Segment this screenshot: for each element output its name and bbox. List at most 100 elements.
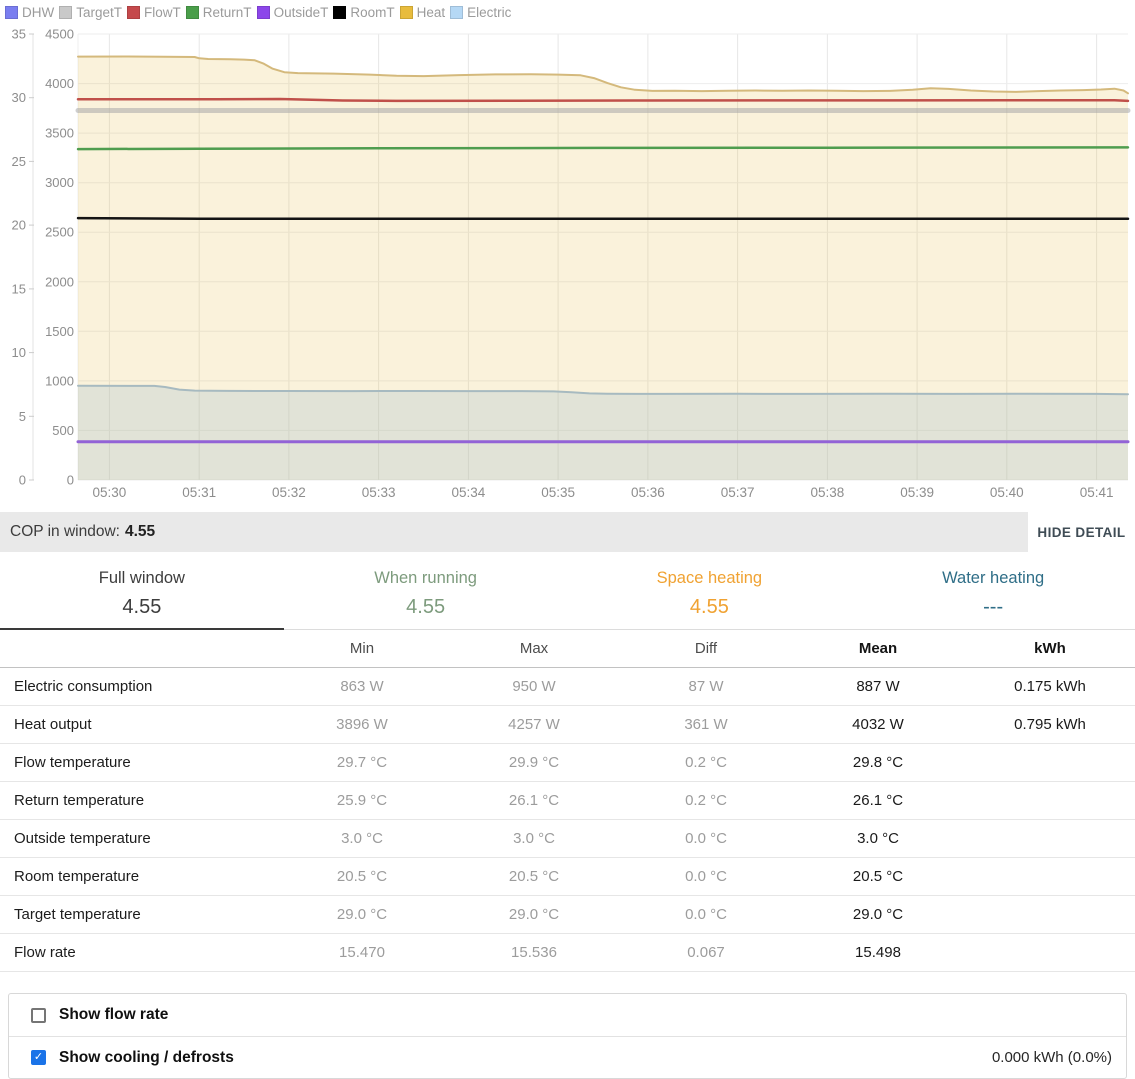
- cop-label: COP in window:: [10, 523, 120, 540]
- table-body: Electric consumption 863 W 950 W 87 W 88…: [0, 668, 1135, 972]
- table-row: Flow rate 15.470 15.536 0.067 15.498: [0, 934, 1135, 972]
- legend-item-label: DHW: [22, 5, 55, 20]
- legend-item[interactable]: TargetT: [59, 5, 122, 20]
- legend-swatch-icon: [185, 6, 199, 19]
- row-diff: 0.0 °C: [685, 868, 727, 885]
- svg-text:500: 500: [52, 423, 74, 438]
- option-label: Show cooling / defrosts: [59, 1048, 234, 1066]
- legend-swatch-icon: [5, 6, 18, 19]
- display-options: Show flow rate ✓ Show cooling / defrosts…: [8, 993, 1127, 1079]
- legend-item-label: RoomT: [350, 5, 395, 20]
- legend-item[interactable]: RoomT: [333, 5, 395, 20]
- table-row: Heat output 3896 W 4257 W 361 W 4032 W 0…: [0, 706, 1135, 744]
- row-label: Flow rate: [14, 944, 76, 961]
- option-label: Show flow rate: [59, 1006, 169, 1023]
- row-label: Return temperature: [14, 792, 145, 809]
- svg-text:2500: 2500: [45, 225, 74, 240]
- svg-text:1000: 1000: [45, 373, 74, 388]
- row-kwh: 0.175 kWh: [1014, 678, 1086, 695]
- svg-text:20: 20: [12, 218, 26, 233]
- stat-tab-label: Full window: [98, 569, 185, 587]
- svg-text:0: 0: [67, 473, 74, 488]
- stat-tab-label: When running: [374, 569, 477, 587]
- row-max: 15.536: [511, 944, 557, 961]
- row-kwh: 0.795 kWh: [1014, 716, 1086, 733]
- stat-tab[interactable]: When running 4.55: [284, 558, 568, 630]
- row-min: 3896 W: [336, 716, 388, 733]
- table-row: Electric consumption 863 W 950 W 87 W 88…: [0, 668, 1135, 706]
- cop-bar: COP in window: 4.55 HIDE DETAIL: [0, 512, 1135, 552]
- row-label: Heat output: [14, 716, 92, 733]
- row-max: 3.0 °C: [513, 830, 555, 847]
- stat-tab[interactable]: Full window 4.55: [0, 558, 284, 630]
- legend-swatch-icon: [256, 6, 270, 19]
- legend-item[interactable]: FlowT: [127, 5, 181, 20]
- row-mean: 4032 W: [852, 716, 904, 733]
- svg-text:05:34: 05:34: [452, 485, 486, 500]
- legend-item[interactable]: Heat: [399, 5, 446, 20]
- column-header: Diff: [694, 640, 718, 657]
- row-max: 29.9 °C: [508, 754, 560, 771]
- svg-text:10: 10: [12, 345, 26, 360]
- row-mean: 26.1 °C: [852, 792, 904, 809]
- row-max: 26.1 °C: [508, 792, 560, 809]
- legend-swatch-icon: [333, 6, 347, 19]
- row-min: 3.0 °C: [341, 830, 383, 847]
- legend-item-label: OutsideT: [273, 5, 329, 20]
- time-series-chart[interactable]: 0 5 10 15 20 25 30 35 0 500 1000 1500 2000 2500 3000 35…: [0, 22, 1135, 505]
- checkbox[interactable]: ✓: [31, 1050, 46, 1065]
- svg-text:05:38: 05:38: [811, 485, 845, 500]
- cop-value: 4.55: [124, 523, 156, 540]
- row-diff: 0.0 °C: [685, 830, 727, 847]
- stat-tab[interactable]: Space heating 4.55: [568, 558, 852, 630]
- svg-text:4500: 4500: [45, 27, 74, 42]
- row-mean: 29.8 °C: [852, 754, 904, 771]
- table-row: Return temperature 25.9 °C 26.1 °C 0.2 °…: [0, 782, 1135, 820]
- legend-item-label: ReturnT: [202, 5, 252, 20]
- hide-detail-button[interactable]: HIDE DETAIL: [1028, 512, 1135, 552]
- legend-swatch-icon: [399, 6, 413, 19]
- row-mean: 3.0 °C: [857, 830, 899, 847]
- legend-item-label: Heat: [416, 5, 446, 20]
- option-row[interactable]: Show flow rate: [9, 994, 1126, 1036]
- svg-text:5: 5: [19, 409, 26, 424]
- legend-item[interactable]: OutsideT: [256, 5, 329, 20]
- svg-text:05:39: 05:39: [900, 485, 934, 500]
- legend-item[interactable]: ReturnT: [185, 5, 252, 20]
- row-diff: 361 W: [684, 716, 728, 733]
- stat-tab[interactable]: Water heating ---: [851, 558, 1135, 630]
- table-row: Target temperature 29.0 °C 29.0 °C 0.0 °…: [0, 896, 1135, 934]
- row-max: 950 W: [512, 678, 556, 695]
- row-min: 20.5 °C: [336, 868, 388, 885]
- row-diff: 0.2 °C: [685, 792, 727, 809]
- svg-text:1500: 1500: [45, 324, 74, 339]
- svg-text:15: 15: [12, 281, 26, 296]
- table-row: Outside temperature 3.0 °C 3.0 °C 0.0 °C…: [0, 820, 1135, 858]
- row-diff: 87 W: [688, 678, 724, 695]
- column-header: Mean: [858, 640, 898, 657]
- stat-tab-value: 4.55: [689, 596, 729, 618]
- legend-item[interactable]: Electric: [450, 5, 511, 20]
- cop-stats-tabs: Full window 4.55 When running 4.55 Space…: [0, 558, 1135, 630]
- svg-text:05:31: 05:31: [182, 485, 216, 500]
- row-diff: 0.2 °C: [685, 754, 727, 771]
- legend-item[interactable]: DHW: [5, 5, 54, 20]
- option-value: 0.000 kWh (0.0%): [991, 1049, 1112, 1066]
- row-mean: 887 W: [856, 678, 900, 695]
- row-label: Electric consumption: [14, 678, 153, 695]
- svg-text:05:41: 05:41: [1080, 485, 1114, 500]
- svg-text:3000: 3000: [45, 175, 74, 190]
- svg-text:30: 30: [12, 90, 26, 105]
- option-row[interactable]: ✓ Show cooling / defrosts 0.000 kWh (0.0…: [9, 1036, 1126, 1078]
- svg-text:3500: 3500: [45, 126, 74, 141]
- row-label: Target temperature: [14, 906, 141, 923]
- checkbox[interactable]: [31, 1007, 46, 1023]
- table-header-row: Min Max Diff Mean kWh: [0, 630, 1135, 668]
- row-mean: 29.0 °C: [852, 906, 904, 923]
- svg-text:25: 25: [12, 154, 26, 169]
- legend-swatch-icon: [127, 6, 141, 19]
- row-max: 29.0 °C: [508, 906, 560, 923]
- row-min: 863 W: [340, 678, 384, 695]
- column-header: kWh: [1034, 640, 1066, 657]
